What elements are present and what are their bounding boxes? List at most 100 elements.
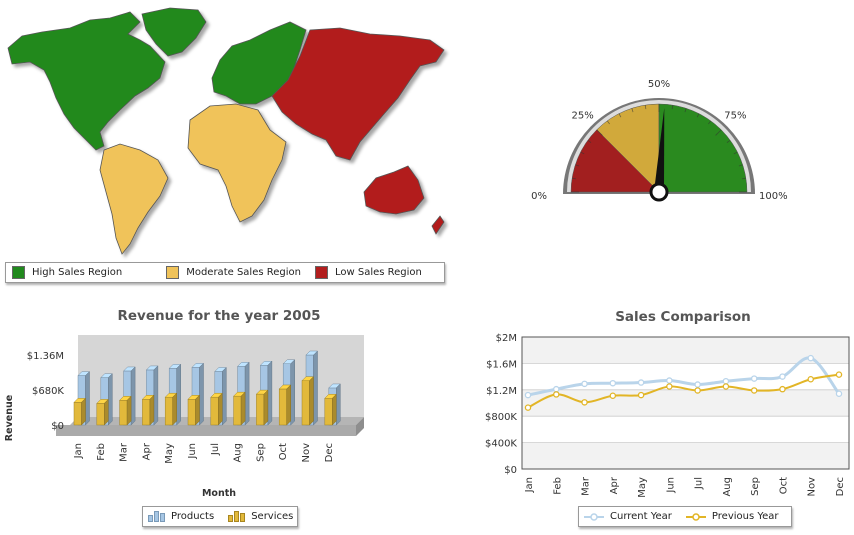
line-point-current-year [779, 373, 786, 380]
gauge-tick [726, 139, 731, 143]
bar-products-side [153, 365, 159, 426]
bar-x-tick-label: Apr [141, 442, 152, 460]
bar-services [96, 398, 109, 426]
line-point-previous-year [694, 387, 701, 394]
gauge-tick [606, 120, 610, 125]
legend-label-services: Services [251, 511, 294, 522]
line-point-current-year [553, 385, 560, 393]
bar-services-side [195, 394, 200, 426]
region-europe[interactable] [211, 21, 307, 105]
legend-item-previous-year[interactable]: Previous Year [680, 511, 779, 522]
line-x-tick-label: Sep [750, 477, 761, 496]
line-x-tick-label: Mar [581, 476, 592, 496]
region-africa[interactable] [187, 103, 287, 223]
bar-services-side [332, 393, 337, 426]
line-x-tick-label: Oct [778, 477, 789, 494]
legend-label-products: Products [171, 511, 215, 522]
bar-services-front [256, 393, 265, 426]
gauge-needle [654, 108, 665, 193]
bar-services [141, 394, 155, 426]
sales-comparison-chart-panel: Sales Comparison $0 $400K $800K $1.2M $1.6M $2… [470, 300, 854, 535]
line-y-tick-label: $1.2M [486, 386, 517, 397]
gauge-tick [715, 129, 722, 136]
line-point-current-year [524, 391, 532, 399]
bar-products-side [222, 366, 227, 426]
legend-item-services[interactable]: Services [222, 511, 293, 522]
region-asia[interactable] [271, 27, 445, 161]
legend-item-low[interactable]: Low Sales Region [309, 266, 422, 279]
bar-x-tick-label: Nov [301, 443, 312, 463]
legend-item-high[interactable]: High Sales Region [6, 266, 122, 279]
bar-products-side [336, 383, 341, 426]
region-new-zealand[interactable] [431, 215, 445, 235]
legend-swatch-low [314, 266, 328, 279]
legend-item-moderate[interactable]: Moderate Sales Region [160, 266, 301, 279]
line-grid-band [522, 337, 849, 364]
line-series-icon [584, 512, 604, 521]
bar-x-tick-label: May [164, 443, 175, 464]
line-x-tick-label: May [637, 477, 648, 498]
bar-services-side [309, 376, 314, 426]
line-point-current-year [637, 379, 645, 386]
bar-products-side [108, 373, 113, 426]
line-point-previous-year [553, 391, 560, 398]
bar-services-front [73, 402, 82, 426]
bar-x-tick-label: Sep [255, 443, 266, 462]
line-x-tick-label: Dec [835, 477, 846, 496]
gauge-tick [644, 105, 647, 110]
bar-x-axis-label: Month [202, 488, 236, 499]
region-greenland[interactable] [141, 7, 207, 57]
line-y-tick-label: $0 [504, 465, 517, 476]
bar-chart-legend: Products Services [142, 506, 298, 527]
line-x-tick-label: Jul [694, 477, 705, 490]
line-x-tick-label: Jun [665, 477, 676, 494]
line-point-previous-year [609, 392, 617, 399]
bar-chart-floor [56, 425, 356, 436]
bar-x-tick-label: Jan [73, 443, 84, 459]
line-grid-band [522, 416, 849, 443]
region-north-america[interactable] [7, 11, 166, 151]
line-point-previous-year [750, 387, 758, 394]
gauge-tick-label: 0% [531, 191, 547, 202]
line-grid-band [522, 442, 849, 469]
line-x-tick-label: Jan [524, 477, 535, 493]
gauge-tick [618, 113, 622, 118]
gauge-tick [631, 108, 634, 113]
line-point-previous-year [666, 383, 673, 390]
bar-x-tick-label: Jun [187, 443, 198, 460]
bar-services-front [187, 399, 196, 426]
line-point-previous-year [807, 375, 814, 383]
bar-services [187, 394, 201, 426]
legend-item-current-year[interactable]: Current Year [579, 511, 672, 522]
gauge-tick [671, 105, 674, 110]
bar-x-tick-label: Mar [119, 442, 130, 462]
sales-comparison-line-chart: Sales Comparison $0 $400K $800K $1.2M $1.6M $2… [485, 309, 850, 498]
region-south-america[interactable] [99, 143, 169, 255]
world-map-panel: High Sales Region Moderate Sales Region … [0, 0, 450, 290]
legend-item-products[interactable]: Products [143, 511, 214, 522]
bar-services [210, 392, 223, 426]
legend-swatch-moderate [166, 266, 180, 279]
bar-services-front [164, 396, 173, 426]
line-point-current-year [835, 390, 843, 398]
bar-series-icon [228, 511, 246, 522]
line-y-tick-label: $1.6M [486, 359, 517, 370]
bar-services [164, 392, 178, 426]
legend-label-current-year: Current Year [610, 511, 672, 522]
line-point-current-year [694, 381, 701, 388]
gauge-tick [738, 164, 743, 167]
bar-y-axis-label: Revenue [4, 395, 15, 441]
bar-x-tick-label: Aug [233, 443, 244, 463]
gauge-tick [733, 151, 738, 155]
gauge-panel: 0% 25% 50% 75% 100% [510, 60, 810, 220]
revenue-bar-chart: Revenue for the year 2005 $0 $680K $1.36M Re… [4, 308, 364, 499]
gauge-tick [741, 177, 746, 180]
gauge-tick [587, 139, 592, 143]
region-australia[interactable] [363, 165, 425, 215]
bar-services-side [172, 392, 177, 426]
gauge-pivot [649, 182, 669, 202]
legend-label-high: High Sales Region [32, 267, 123, 278]
legend-label-previous-year: Previous Year [711, 511, 779, 522]
bar-y-tick-label: $0 [51, 421, 64, 432]
bar-x-tick-label: Jul [210, 443, 221, 456]
